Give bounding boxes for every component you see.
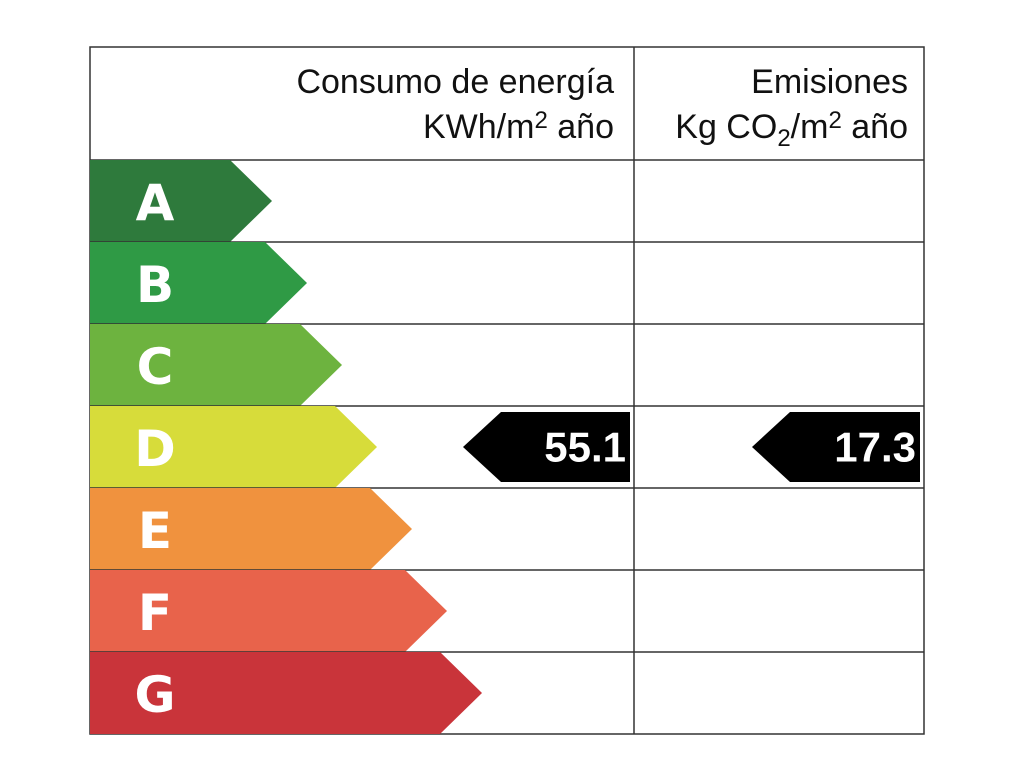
energy-unit: KWh/m2 año bbox=[423, 107, 614, 146]
rating-arrow bbox=[90, 324, 342, 406]
rating-letter: D bbox=[134, 420, 176, 478]
emissions-unit: Kg CO2/m2 año bbox=[675, 107, 908, 152]
value-label: 55.1 bbox=[544, 424, 626, 471]
rating-letter: E bbox=[138, 502, 172, 560]
unit-mid: /m bbox=[791, 108, 829, 146]
unit: Kg CO bbox=[675, 108, 777, 146]
unit-end: año bbox=[842, 108, 908, 146]
rating-letter: B bbox=[136, 256, 174, 314]
rating-letter: C bbox=[137, 338, 174, 396]
rating-letter: G bbox=[134, 666, 175, 724]
rating-letter: F bbox=[138, 584, 172, 642]
superscript: 2 bbox=[828, 107, 841, 134]
rating-arrow bbox=[90, 488, 412, 570]
rating-arrow bbox=[90, 406, 377, 488]
value-arrow bbox=[463, 412, 630, 482]
value-arrow bbox=[752, 412, 920, 482]
rating-arrow bbox=[90, 570, 447, 652]
superscript: 2 bbox=[534, 107, 547, 134]
unit-end: año bbox=[548, 108, 614, 146]
subscript: 2 bbox=[777, 125, 790, 152]
rating-arrow bbox=[90, 652, 482, 734]
value-label: 17.3 bbox=[834, 424, 916, 471]
emissions-title: Emisiones bbox=[751, 63, 908, 101]
rating-letter: A bbox=[136, 174, 175, 232]
unit: KWh/m bbox=[423, 108, 534, 146]
energy-title: Consumo de energía bbox=[296, 63, 614, 101]
rating-arrow bbox=[90, 160, 272, 242]
rating-arrow bbox=[90, 242, 307, 324]
